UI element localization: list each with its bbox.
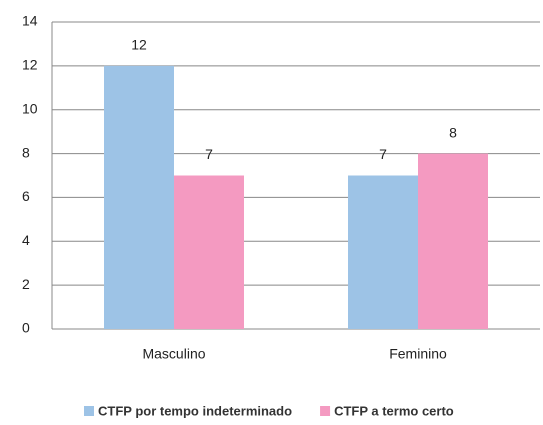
x-tick-label: Feminino xyxy=(389,346,447,362)
y-tick-label: 6 xyxy=(22,188,30,204)
data-label: 8 xyxy=(449,124,457,140)
y-tick-label: 8 xyxy=(22,144,30,160)
bar xyxy=(348,175,418,329)
data-label: 7 xyxy=(379,146,387,162)
y-tick-label: 12 xyxy=(22,57,38,73)
y-tick-label: 4 xyxy=(22,232,30,248)
data-label: 12 xyxy=(131,37,147,53)
bar xyxy=(418,153,488,329)
legend-swatch xyxy=(320,406,331,416)
legend-text: CTFP a termo certo xyxy=(334,403,454,418)
y-tick-label: 10 xyxy=(22,100,38,116)
y-tick-label: 2 xyxy=(22,276,30,292)
bar xyxy=(174,175,244,329)
x-tick-label: Masculino xyxy=(142,346,205,362)
bar xyxy=(104,65,174,329)
legend-text: CTFP por tempo indeterminado xyxy=(98,403,292,418)
y-tick-label: 0 xyxy=(22,320,30,336)
data-label: 7 xyxy=(205,146,213,162)
legend-swatch xyxy=(84,406,94,416)
y-tick-label: 14 xyxy=(22,13,38,29)
